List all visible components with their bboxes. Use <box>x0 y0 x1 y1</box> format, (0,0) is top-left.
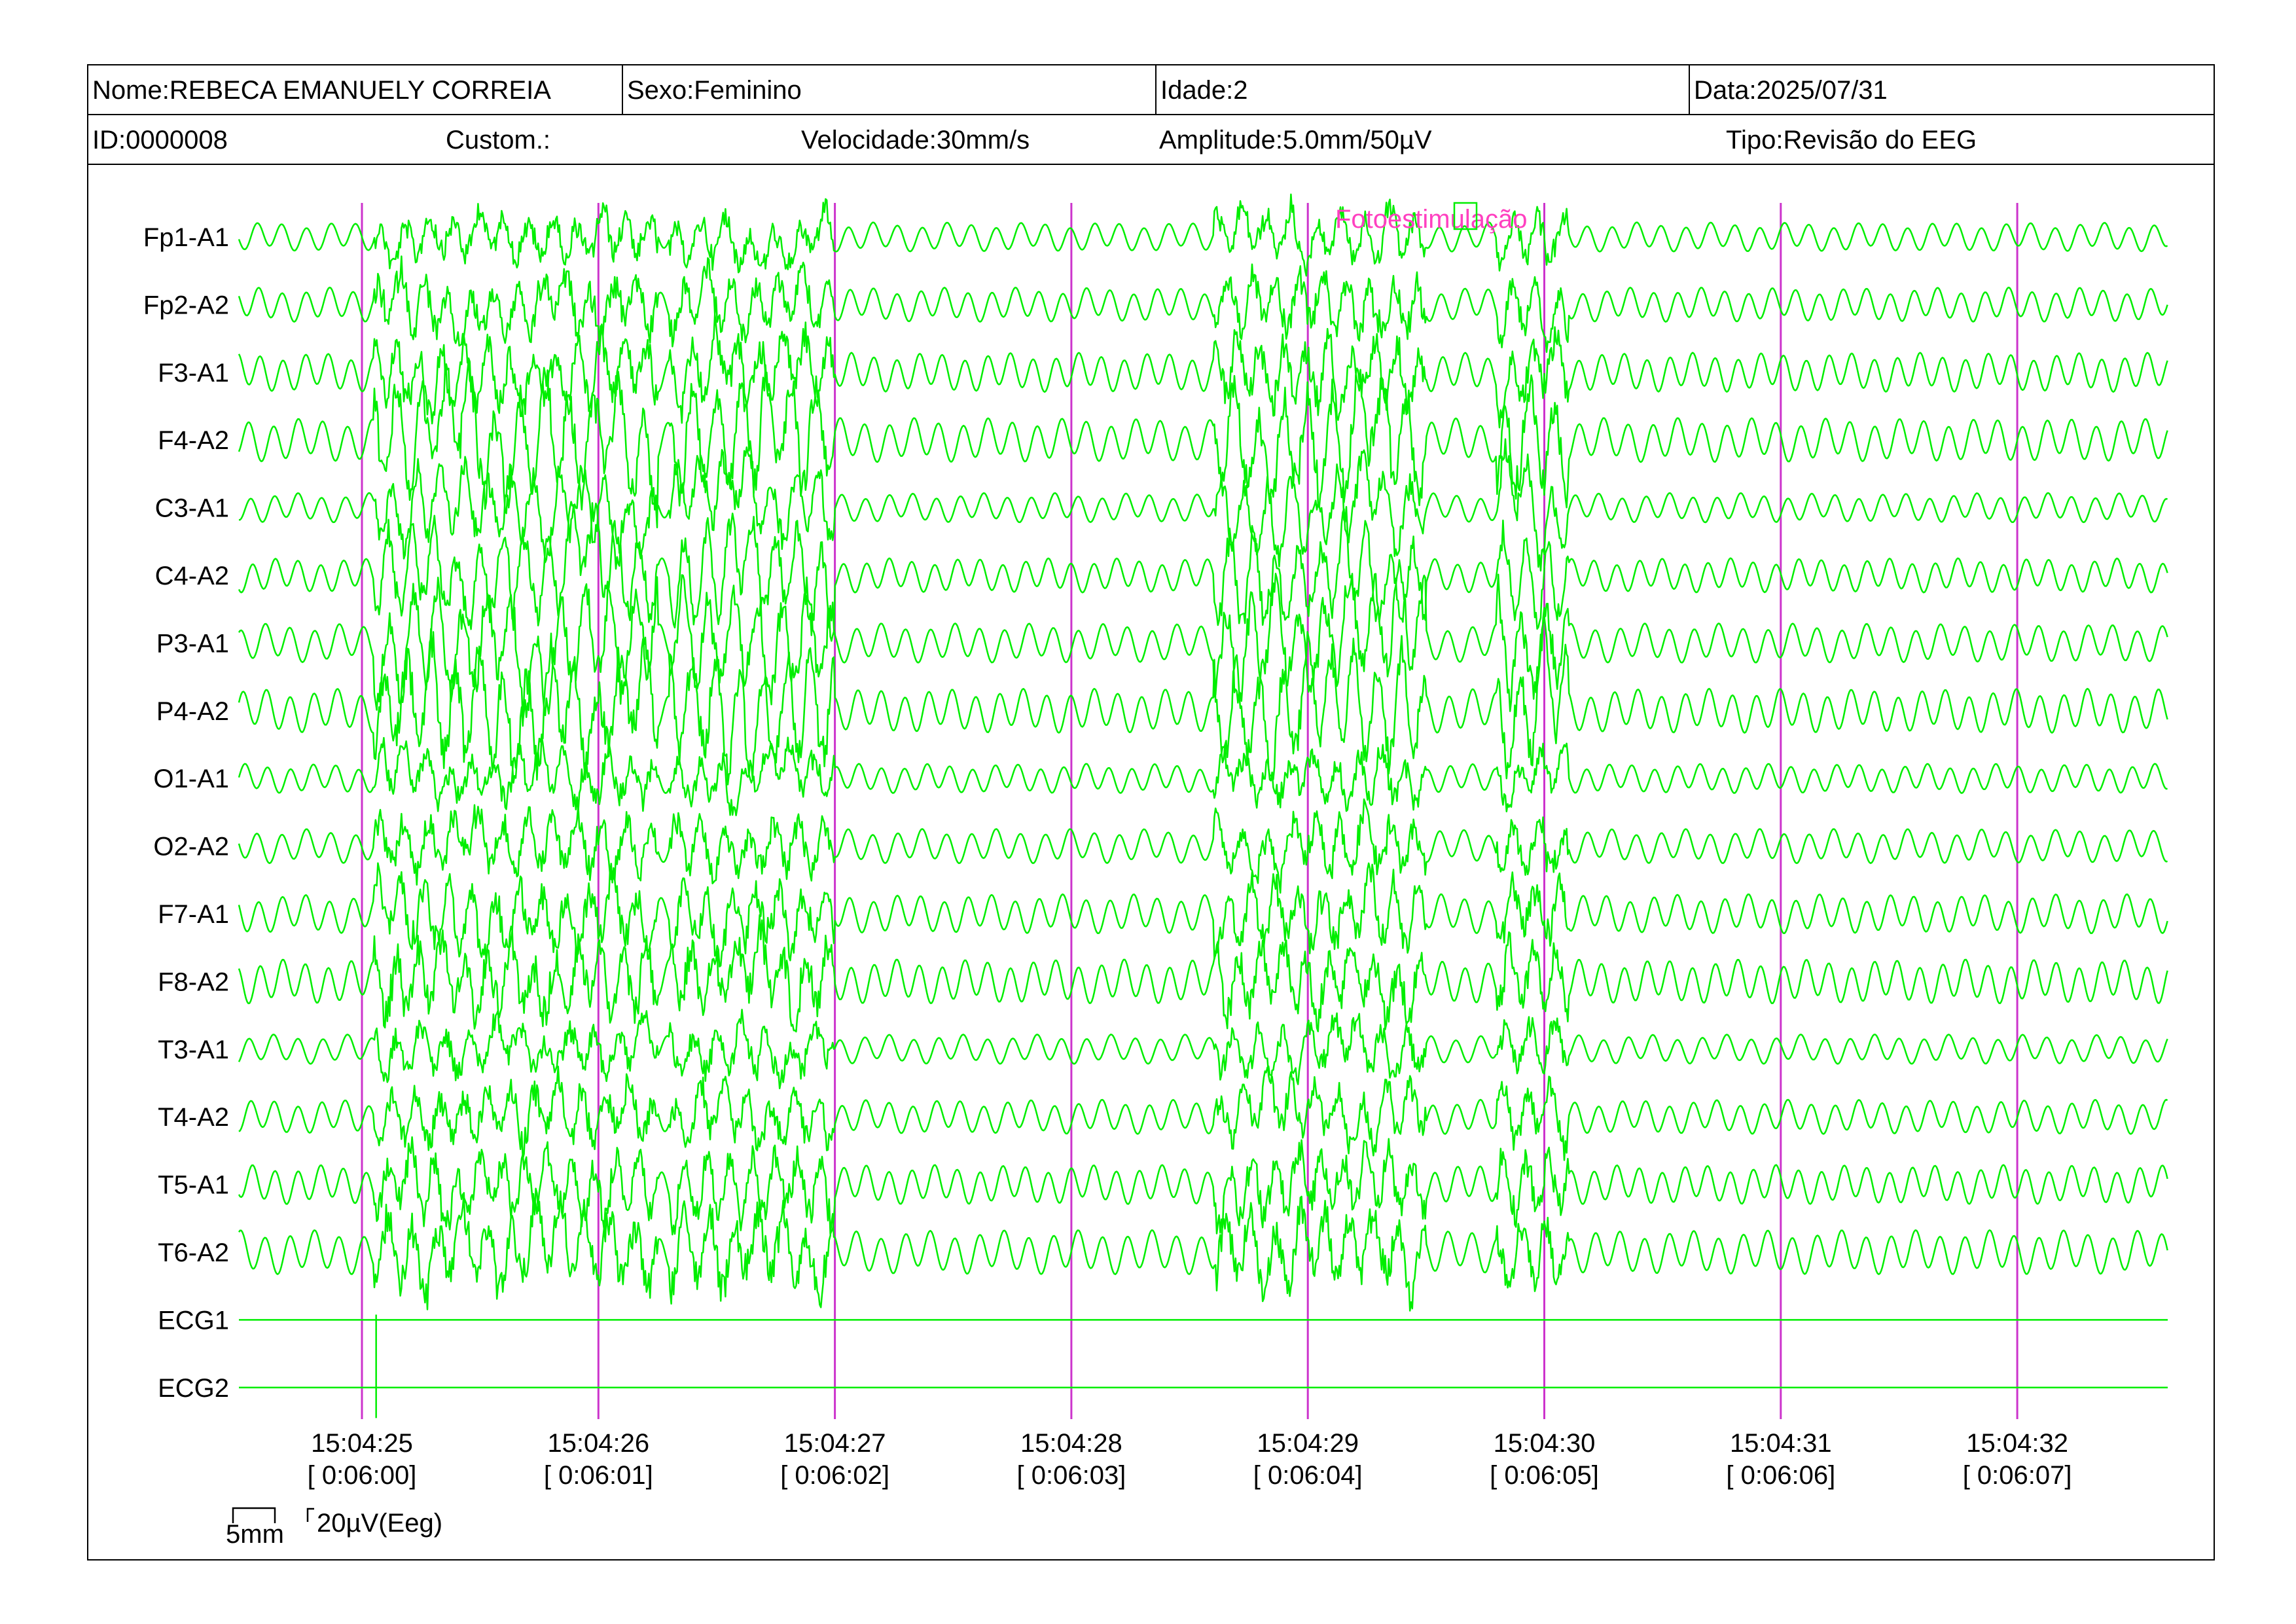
channel-label: T3-A1 <box>158 1036 229 1064</box>
time-elapsed-label: [ 0:06:07] <box>1963 1461 2072 1490</box>
eeg-trace <box>238 1065 2168 1161</box>
channel-label: P3-A1 <box>156 629 229 658</box>
time-clock-label: 15:04:29 <box>1257 1429 1359 1458</box>
time-elapsed-label: [ 0:06:06] <box>1726 1461 1835 1490</box>
time-marker-lines <box>361 203 2018 1419</box>
eeg-trace <box>238 255 2168 353</box>
channel-label: T4-A2 <box>158 1103 229 1132</box>
header-row-patient: Nome:REBECA EMANUELY CORREIA Sexo:Femini… <box>88 65 2214 115</box>
time-clock-label: 15:04:32 <box>1966 1429 2068 1458</box>
photic-stimulation-label: Fotoestimulação <box>1335 205 1527 234</box>
time-labels: 15:04:25 [ 0:06:00] 15:04:26 [ 0:06:01] 15:0… <box>308 1429 2072 1490</box>
channel-label: T6-A2 <box>158 1238 229 1267</box>
time-scale-label: 5mm <box>226 1520 284 1549</box>
eeg-trace <box>238 193 2168 277</box>
eeg-trace <box>238 862 2168 967</box>
eeg-trace <box>238 1009 2168 1090</box>
channel-label: F8-A2 <box>158 967 229 996</box>
channel-label: F4-A2 <box>158 426 229 455</box>
time-clock-label: 15:04:28 <box>1020 1429 1122 1458</box>
amplitude-setting: Amplitude:5.0mm/50µV <box>1159 126 1432 154</box>
review-type: Tipo:Revisão do EEG <box>1726 126 1977 154</box>
time-elapsed-label: [ 0:06:02] <box>780 1461 889 1490</box>
time-clock-label: 15:04:25 <box>311 1429 413 1458</box>
time-elapsed-label: [ 0:06:01] <box>544 1461 653 1490</box>
time-elapsed-label: [ 0:06:05] <box>1490 1461 1599 1490</box>
eeg-trace <box>238 358 2168 529</box>
amplitude-scale-bracket <box>306 1507 314 1522</box>
header-row-record: ID:0000008 Custom.: Velocidade:30mm/s Am… <box>88 115 2214 165</box>
eeg-trace <box>239 1314 2168 1418</box>
channel-labels: Fp1-A1 Fp2-A2 F3-A1 F4-A2 C3-A1 C4-A2 P3-A1 P4-… <box>143 223 229 1403</box>
time-scale-bracket <box>232 1507 276 1523</box>
eeg-trace <box>238 1187 2168 1312</box>
channel-label: P4-A2 <box>156 697 229 726</box>
channel-label: Fp1-A1 <box>143 223 229 252</box>
amplitude-scale-label: 20µV(Eeg) <box>317 1509 442 1538</box>
custom-field: Custom.: <box>446 126 551 154</box>
channel-label: F3-A1 <box>158 359 229 388</box>
channel-label: O2-A2 <box>153 833 229 861</box>
time-clock-label: 15:04:31 <box>1730 1429 1832 1458</box>
eeg-trace <box>238 1136 2168 1236</box>
channel-label: F7-A1 <box>158 900 229 929</box>
patient-id: ID:0000008 <box>92 126 228 154</box>
channel-label: O1-A1 <box>153 765 229 793</box>
report-sheet: Nome:REBECA EMANUELY CORREIA Sexo:Femini… <box>87 64 2215 1561</box>
eeg-trace <box>238 559 2168 723</box>
eeg-trace <box>238 313 2168 429</box>
channel-label: T5-A1 <box>158 1171 229 1200</box>
eeg-trace <box>238 501 2168 642</box>
channel-label: C4-A2 <box>155 562 229 590</box>
eeg-trace <box>238 798 2168 894</box>
patient-name: Nome:REBECA EMANUELY CORREIA <box>92 76 551 105</box>
patient-age: Idade:2 <box>1155 65 1689 115</box>
time-clock-label: 15:04:27 <box>784 1429 886 1458</box>
channel-label: ECG2 <box>158 1374 229 1403</box>
eeg-trace <box>238 735 2168 816</box>
speed-setting: Velocidade:30mm/s <box>801 126 1030 154</box>
channel-label: Fp2-A2 <box>143 291 229 319</box>
channel-label: ECG1 <box>158 1306 229 1335</box>
time-elapsed-label: [ 0:06:04] <box>1253 1461 1363 1490</box>
time-clock-label: 15:04:26 <box>547 1429 649 1458</box>
time-elapsed-label: [ 0:06:00] <box>308 1461 417 1490</box>
event-box <box>1453 202 1478 230</box>
scale-bar: 5mm 20µV(Eeg) <box>226 1507 442 1549</box>
record-date: Data:2025/07/31 <box>1689 65 2215 115</box>
time-clock-label: 15:04:30 <box>1494 1429 1596 1458</box>
patient-sex: Sexo:Feminino <box>622 65 1155 115</box>
eeg-traces <box>238 193 2168 1418</box>
eeg-trace <box>238 914 2168 1033</box>
eeg-trace <box>238 615 2168 785</box>
time-elapsed-label: [ 0:06:03] <box>1017 1461 1126 1490</box>
channel-label: C3-A1 <box>155 494 229 523</box>
eeg-trace <box>238 438 2168 572</box>
